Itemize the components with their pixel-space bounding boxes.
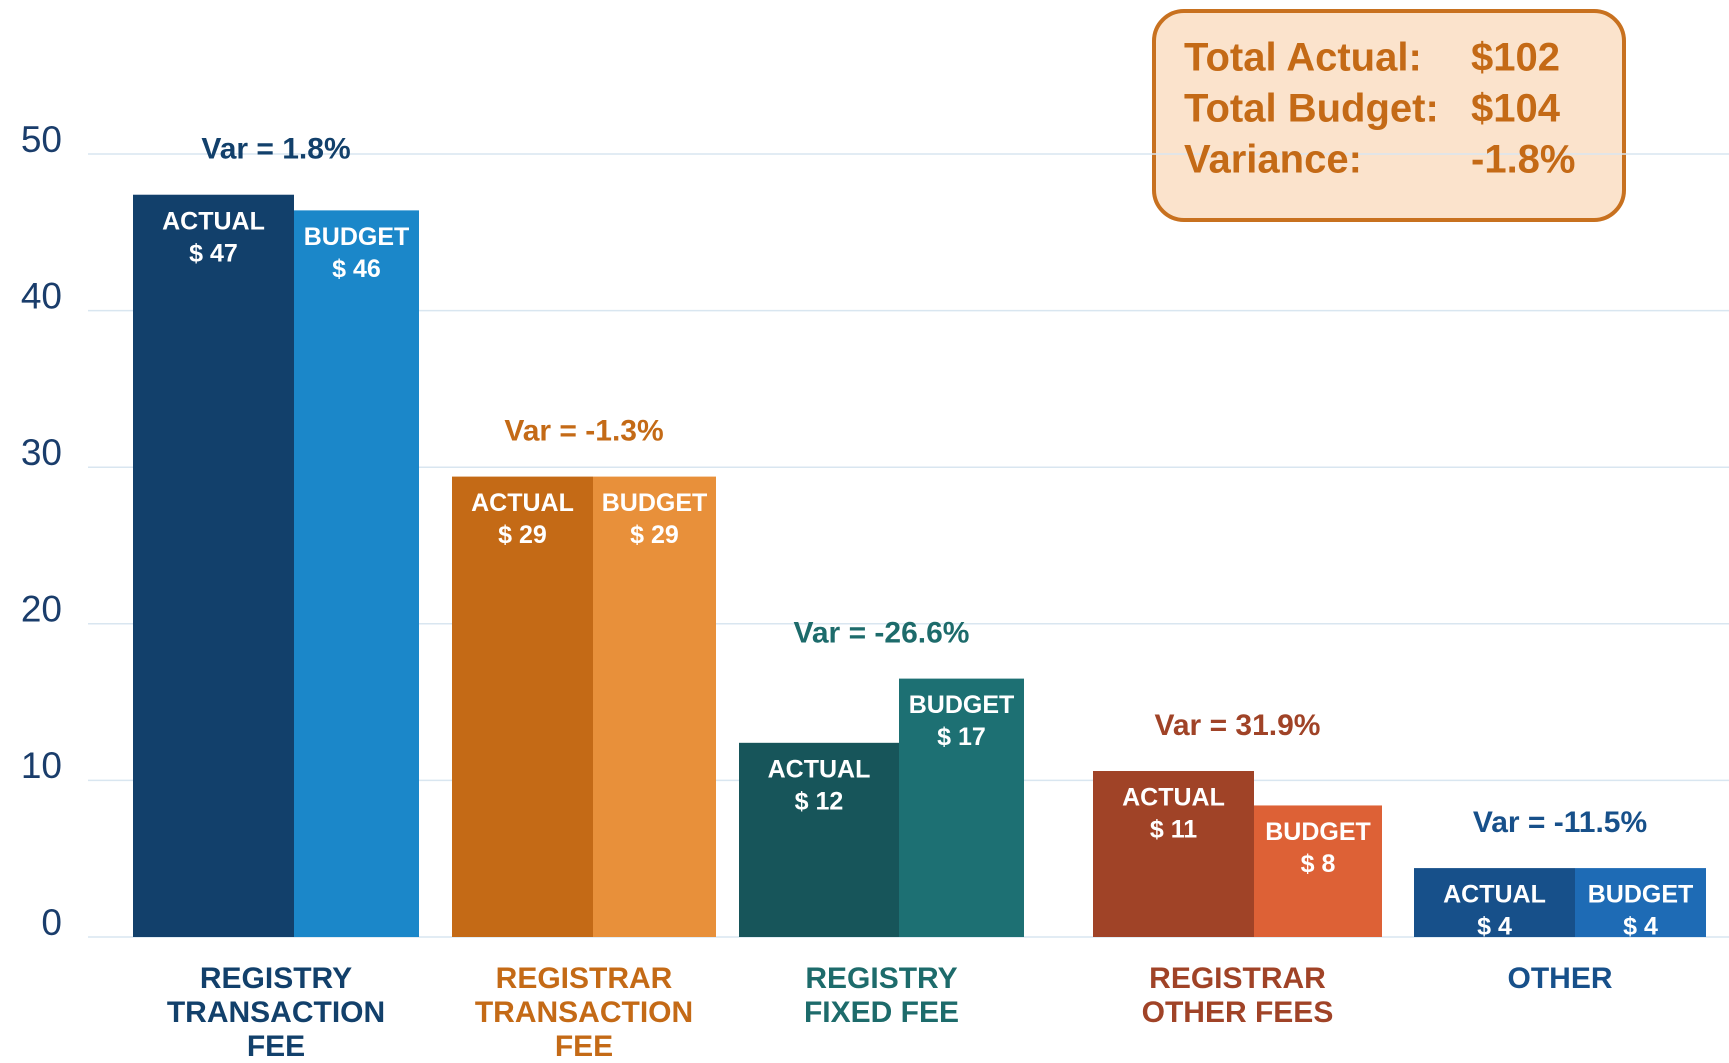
bar-value-label: $ 29 (630, 521, 679, 549)
x-tick-line: OTHER (1508, 962, 1613, 995)
x-tick-label: REGISTRAR OTHER FEES (1142, 962, 1334, 1029)
bar (1575, 868, 1706, 937)
summary-label: Total Budget: (1184, 87, 1439, 131)
variance-label: Var = 31.9% (1155, 709, 1321, 742)
bar (593, 476, 716, 937)
variance-label: Var = 1.8% (201, 133, 350, 166)
bar-series-label: ACTUAL (162, 207, 265, 235)
summary-label: Total Actual: (1184, 36, 1422, 80)
bar-series-label: ACTUAL (1122, 784, 1225, 812)
bar (294, 210, 419, 938)
bar-value-label: $ 12 (795, 787, 844, 815)
bar-series-label: BUDGET (909, 691, 1015, 719)
bar (739, 742, 899, 937)
summary-box (1152, 9, 1626, 222)
bar (1414, 868, 1575, 937)
x-tick-label: REGISTRAR TRANSACTION FEE (475, 962, 693, 1063)
x-tick-line: REGISTRAR (496, 962, 673, 995)
x-tick-line: REGISTRY (200, 962, 352, 995)
variance-label: Var = -11.5% (1473, 806, 1647, 839)
x-tick-label: OTHER (1508, 962, 1613, 995)
bar-value-label: $ 17 (937, 723, 986, 751)
bar (1254, 805, 1382, 937)
summary-value: $104 (1471, 87, 1561, 131)
bar (1093, 771, 1254, 937)
bar-value-label: $ 11 (1150, 816, 1197, 844)
x-tick-line: TRANSACTION (475, 996, 693, 1029)
bar-series-label: BUDGET (1588, 881, 1694, 909)
x-tick-line: REGISTRY (805, 962, 957, 995)
y-tick-label: 10 (21, 745, 62, 786)
bar-series-label: ACTUAL (768, 755, 871, 783)
bar-series-label: BUDGET (602, 489, 708, 517)
x-tick-line: FEE (247, 1030, 305, 1063)
x-tick-label: REGISTRY TRANSACTION FEE (167, 962, 385, 1063)
bar (133, 194, 294, 937)
variance-label: Var = -1.3% (504, 415, 663, 448)
variance-label: Var = -26.6% (794, 617, 970, 650)
bar-series-label: BUDGET (304, 223, 410, 251)
y-tick-label: 0 (41, 902, 62, 943)
x-tick-line: REGISTRAR (1149, 962, 1326, 995)
summary-label: Variance: (1184, 138, 1362, 182)
y-tick-label: 30 (21, 432, 62, 473)
bar-value-label: $ 46 (332, 255, 381, 283)
y-tick-label: 50 (21, 119, 62, 160)
bar-value-label: $ 4 (1477, 913, 1512, 941)
x-tick-line: FIXED FEE (804, 996, 959, 1029)
x-tick-label: REGISTRY FIXED FEE (804, 962, 959, 1029)
x-tick-line: TRANSACTION (167, 996, 385, 1029)
bar (899, 678, 1024, 937)
bar-value-label: $ 8 (1301, 850, 1336, 878)
bar-value-label: $ 29 (498, 521, 547, 549)
bar-series-label: BUDGET (1265, 818, 1371, 846)
bar-value-label: $ 47 (189, 239, 238, 267)
y-tick-label: 40 (21, 275, 62, 316)
summary-value: -1.8% (1471, 138, 1576, 182)
bar-series-label: ACTUAL (471, 489, 574, 517)
summary-value: $102 (1471, 36, 1560, 80)
x-tick-line: FEE (555, 1030, 613, 1063)
y-tick-label: 20 (21, 589, 62, 630)
bar-value-label: $ 4 (1623, 913, 1658, 941)
x-tick-line: OTHER FEES (1142, 996, 1334, 1029)
bar-series-label: ACTUAL (1443, 881, 1546, 909)
bar (452, 476, 593, 937)
